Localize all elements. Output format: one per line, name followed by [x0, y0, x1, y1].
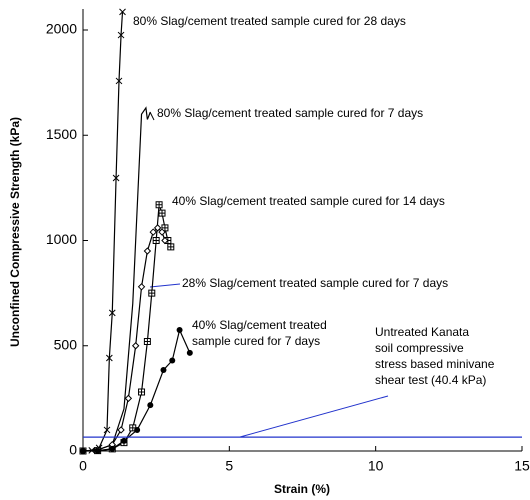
marker [80, 448, 86, 454]
annotation: shear test (40.4 kPa) [375, 373, 486, 387]
y-axis-label: Unconfined Compressive Strength (kPa) [8, 117, 22, 347]
marker [117, 31, 125, 39]
marker [137, 283, 146, 291]
marker [152, 237, 160, 244]
annotation: 40% Slag/cement treated [192, 318, 327, 332]
series-line [83, 328, 191, 452]
marker [169, 357, 176, 364]
x-tick-label: 5 [225, 458, 233, 474]
annotation: stress based minivane [375, 357, 495, 371]
y-tick-label: 500 [54, 336, 78, 352]
annotation: Untreated Kanata [375, 325, 469, 339]
marker [147, 402, 154, 409]
y-tick-label: 1500 [46, 126, 77, 142]
marker [103, 426, 111, 434]
marker [160, 366, 167, 373]
marker [131, 342, 140, 350]
leader-line [149, 283, 181, 288]
marker [94, 448, 101, 454]
marker [148, 289, 156, 297]
x-tick-label: 15 [514, 458, 530, 474]
marker [115, 77, 123, 85]
marker [155, 201, 163, 209]
annotation: sample cured for 7 days [192, 334, 320, 348]
annotation: 80% Slag/cement treated sample cured for… [133, 14, 406, 28]
marker [119, 8, 126, 16]
x-axis-label: Strain (%) [274, 482, 330, 496]
marker [161, 236, 169, 245]
series-line [82, 227, 166, 452]
x-tick-label: 10 [368, 458, 384, 474]
y-tick-label: 2000 [46, 21, 77, 37]
leader-line [239, 395, 389, 438]
marker [117, 426, 125, 434]
marker [138, 388, 146, 396]
marker [158, 209, 166, 217]
marker [186, 349, 193, 356]
marker [105, 354, 113, 362]
marker [108, 309, 116, 317]
annotation: soil compressive [375, 341, 464, 355]
annotation: 28% Slag/cement treated sample cured for… [182, 276, 448, 290]
marker [112, 174, 120, 182]
marker [158, 228, 166, 236]
marker [124, 394, 133, 403]
marker [149, 228, 157, 236]
marker [143, 247, 152, 255]
annotation: 80% Slag/cement treated sample cured for… [157, 106, 423, 120]
marker [167, 243, 175, 251]
marker [109, 445, 116, 452]
x-tick-label: 0 [79, 458, 87, 474]
marker [120, 437, 127, 444]
annotation: 40% Slag/cement treated sample cured for… [172, 194, 445, 208]
leader-line [149, 111, 155, 121]
marker [134, 426, 141, 433]
y-tick-label: 1000 [46, 231, 77, 247]
y-tick-label: 0 [69, 442, 77, 458]
marker [176, 326, 183, 333]
marker [161, 224, 169, 232]
marker [143, 338, 151, 346]
marker [153, 224, 162, 232]
series-line [82, 11, 124, 452]
